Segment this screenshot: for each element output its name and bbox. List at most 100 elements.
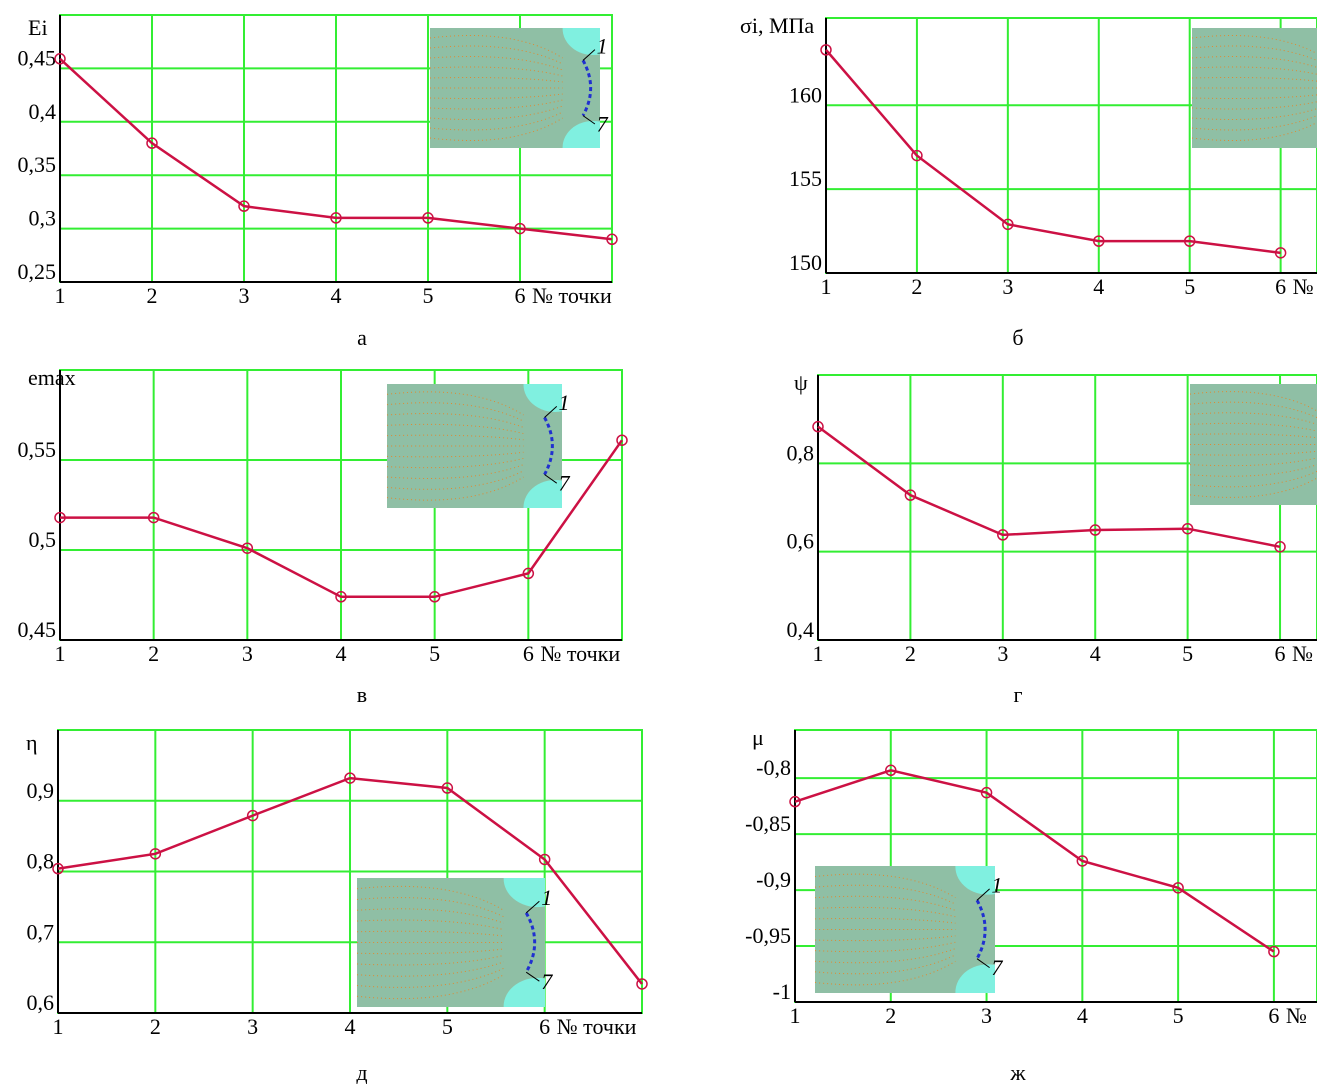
x-tick-label: 5 [1184,274,1195,299]
x-tick-label: 2 [147,283,158,308]
inset-leader [525,900,540,914]
x-tick-label: 5 [423,283,434,308]
data-point [904,489,917,501]
inset-label: 7 [559,471,571,496]
inset-notch [955,964,995,993]
x-tick-label: 3 [239,283,250,308]
x-tick-label: 2 [911,274,922,299]
inset-arc [524,912,537,973]
y-tick-label: 0,9 [27,778,55,803]
x-tick-label: 6 [515,283,526,308]
inset-label: 1 [559,390,570,415]
y-tick-label: -0,9 [756,867,791,892]
data-point [820,44,832,56]
y-tick-label: 150 [789,250,822,275]
inset-notch [562,120,600,148]
x-axis-label: № [1286,1003,1307,1028]
x-axis-label: № точки [540,641,620,666]
caption: д [356,1060,367,1084]
inset-arc [543,416,554,476]
inset-arc [581,59,593,117]
caption: г [1013,682,1022,707]
data-point [149,848,162,860]
x-tick-label: 2 [905,641,916,666]
x-tick-label: 4 [331,283,342,308]
chart-panel: 150 155 160 1 2 3 4 5 6 № σi, МПа б [740,13,1317,350]
x-tick-label: 3 [242,641,253,666]
y-tick-label: 0,25 [18,259,57,284]
data-point [1274,541,1286,553]
inset-leader [976,958,990,969]
data-point [1089,524,1101,536]
data-point [1268,945,1280,958]
data-point [1076,855,1089,867]
data-point [1183,235,1196,247]
inset-line [814,948,956,964]
chart-panel: 0,25 0,3 0,35 0,4 0,45 1 2 3 4 5 6 № точки Ei а 1 7 [18,14,618,350]
x-tick-label: 1 [55,283,66,308]
inset-line [356,974,504,1000]
inset-notch [503,878,545,908]
x-tick-label: 5 [1173,1003,1184,1028]
data-point [54,53,66,65]
x-tick-label: 4 [1090,641,1101,666]
data-point [789,795,801,808]
x-tick-label: 5 [429,641,440,666]
y-tick-label: 0,8 [787,440,815,465]
x-tick-label: 3 [997,641,1008,666]
y-tick-label: 0,6 [787,529,815,554]
x-tick-label: 5 [442,1014,453,1039]
inset-leader [582,115,596,125]
data-point [812,420,824,433]
data-point [538,853,551,866]
data-point [335,591,347,603]
y-tick-label: 0,45 [18,617,57,642]
data-point [54,511,66,524]
data-point [428,591,441,603]
y-tick-label: 0,4 [29,99,57,124]
y-axis-label: η [26,730,38,755]
data-point [441,782,454,794]
caption: б [1012,325,1023,350]
x-tick-label: 4 [336,641,347,666]
data-point [1181,522,1194,535]
y-tick-label: 0,55 [18,437,57,462]
data-line [57,776,643,985]
inset-label: 7 [541,969,553,994]
y-tick-label: 0,45 [18,45,57,70]
x-tick-label: 6 [523,641,534,666]
x-tick-label: 3 [247,1014,258,1039]
data-point [980,786,993,799]
data-point [330,212,342,224]
chart-panel: 0,45 0,5 0,55 1 2 3 4 5 6 № точки emax в 1 7 [18,365,628,707]
y-tick-label: 0,5 [29,527,57,552]
inset-leader [976,888,990,901]
data-point [885,764,897,777]
data-point [514,222,526,235]
inset-line [814,960,956,986]
data-line [817,425,1281,549]
inset-label: 7 [597,111,609,136]
y-tick-label: -1 [773,979,791,1004]
x-axis-label: № [1293,274,1314,299]
x-tick-label: 1 [55,641,66,666]
y-tick-label: 0,6 [27,990,55,1015]
y-tick-label: 0,8 [27,849,55,874]
inset-line [814,906,956,918]
inset-label: 7 [991,955,1003,980]
x-tick-label: 2 [148,641,159,666]
data-point [241,542,254,554]
data-line [794,768,1275,953]
x-tick-label: 1 [53,1014,64,1039]
data-point [1274,247,1287,259]
data-point [1002,218,1014,231]
inset-leader [544,405,558,418]
data-line [825,49,1281,255]
inset-background [1192,28,1317,148]
y-tick-label: -0,85 [745,811,791,836]
y-tick-label: 160 [789,82,822,107]
data-point [522,567,535,580]
inset-line [814,941,956,953]
inset-line [814,954,956,975]
inset-leader [525,971,540,982]
